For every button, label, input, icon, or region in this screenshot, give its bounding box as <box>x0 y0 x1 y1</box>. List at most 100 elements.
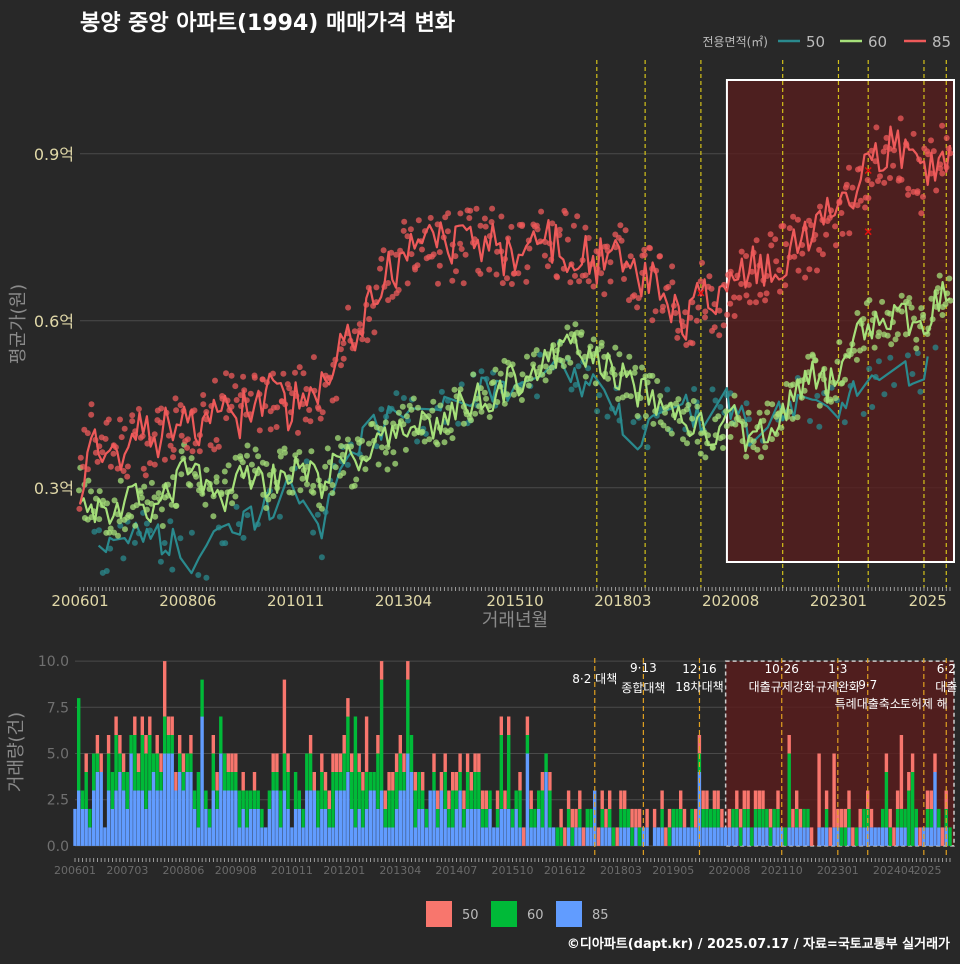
data-point-60 <box>697 450 704 457</box>
top-x-tick-label: 202008 <box>702 592 759 610</box>
data-point-60 <box>518 397 525 403</box>
volume-bar <box>293 772 298 809</box>
volume-bar <box>155 753 159 791</box>
data-point-85 <box>618 237 625 244</box>
volume-bar <box>705 790 709 809</box>
data-point-85 <box>846 164 852 171</box>
volume-bar <box>533 808 537 828</box>
data-point-60 <box>406 402 413 409</box>
volume-bar <box>305 790 309 846</box>
data-point-85 <box>621 276 627 282</box>
volume-bar <box>432 790 436 846</box>
volume-bar <box>727 808 732 828</box>
volume-bar <box>189 735 193 754</box>
volume-bar <box>136 790 141 846</box>
data-point-85 <box>695 304 702 311</box>
data-point-60 <box>322 463 329 470</box>
data-point-60 <box>898 292 905 299</box>
data-point-85 <box>697 278 704 285</box>
volume-bar <box>383 790 387 809</box>
volume-bar <box>174 790 178 846</box>
policy-date-label: 10·26 <box>765 662 799 676</box>
data-point-60 <box>684 440 690 447</box>
data-point-60 <box>310 482 317 489</box>
data-point-50 <box>891 382 898 388</box>
bottom-x-tick-label: 201510 <box>492 864 534 877</box>
data-point-60 <box>263 505 270 511</box>
volume-bar <box>432 753 436 772</box>
data-point-60 <box>918 305 925 312</box>
data-point-60 <box>871 344 878 351</box>
data-point-85 <box>340 355 347 362</box>
volume-bar <box>499 808 503 846</box>
volume-bar <box>679 808 683 828</box>
volume-bar <box>361 790 365 828</box>
volume-bar <box>361 827 365 846</box>
volume-bar <box>286 772 290 809</box>
data-point-85 <box>356 321 363 328</box>
data-point-60 <box>390 449 397 456</box>
volume-bar <box>477 753 481 772</box>
volume-bar <box>417 772 421 809</box>
volume-bar <box>316 827 320 846</box>
volume-bar <box>881 808 885 828</box>
volume-bar <box>866 790 870 809</box>
data-point-60 <box>173 502 180 509</box>
data-point-60 <box>281 449 288 456</box>
volume-bar <box>768 827 773 846</box>
data-point-50 <box>807 418 813 424</box>
top-x-tick-label: 201510 <box>486 592 543 610</box>
top-x-tick-label: 201011 <box>267 592 324 610</box>
data-point-60 <box>902 331 909 338</box>
top-y-tick-label: 0.3억 <box>34 479 74 498</box>
volume-bar <box>574 827 578 846</box>
volume-bar <box>443 753 447 772</box>
data-point-85 <box>435 280 441 287</box>
data-point-85 <box>102 435 109 442</box>
data-point-85 <box>849 184 856 191</box>
data-point-50 <box>743 400 750 407</box>
volume-bar <box>802 827 806 846</box>
data-point-85 <box>408 251 415 258</box>
volume-bar <box>447 790 451 809</box>
data-point-85 <box>864 177 871 183</box>
volume-bar <box>854 827 859 846</box>
data-point-60 <box>892 336 899 343</box>
volume-bar <box>652 827 657 846</box>
data-point-85 <box>762 297 769 304</box>
data-point-85 <box>240 373 247 380</box>
volume-bar <box>293 808 298 846</box>
volume-bar <box>918 827 922 846</box>
volume-bar <box>181 790 186 846</box>
top-x-tick-label: 2025 <box>909 592 947 610</box>
data-point-60 <box>338 443 345 449</box>
data-point-60 <box>685 402 692 408</box>
data-point-85 <box>233 397 240 403</box>
data-point-50 <box>745 416 752 423</box>
volume-bar <box>185 753 189 772</box>
volume-bar <box>264 827 268 846</box>
volume-bar <box>95 735 100 754</box>
volume-bar <box>230 753 234 772</box>
data-point-85 <box>110 450 117 457</box>
data-point-60 <box>329 482 336 488</box>
volume-bar <box>578 808 582 828</box>
top-x-tick-label: 201803 <box>594 592 651 610</box>
data-point-85 <box>88 401 95 408</box>
data-point-85 <box>777 288 783 295</box>
data-point-85 <box>808 222 815 229</box>
volume-bar <box>196 827 201 846</box>
data-point-85 <box>746 299 753 306</box>
data-point-60 <box>418 429 425 436</box>
data-point-60 <box>654 378 661 384</box>
volume-bar <box>327 808 331 828</box>
volume-bar <box>821 827 825 846</box>
data-point-85 <box>302 416 309 423</box>
volume-bar <box>925 827 930 846</box>
bottom-y-tick-label: 2.5 <box>47 793 69 809</box>
volume-bar <box>667 827 672 846</box>
data-point-50 <box>222 540 229 547</box>
volume-bar <box>757 790 761 809</box>
volume-bar <box>204 808 208 846</box>
bottom-x-tick-label: 201905 <box>652 864 694 877</box>
